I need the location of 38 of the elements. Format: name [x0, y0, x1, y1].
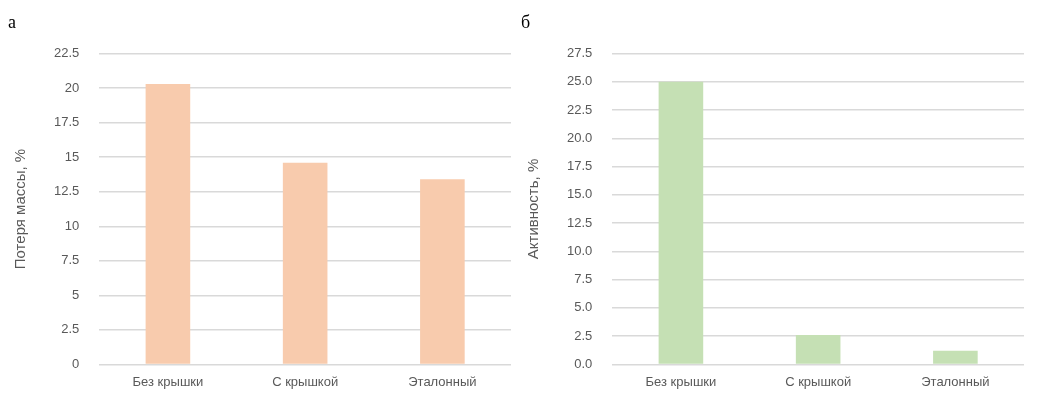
bar: [420, 179, 465, 364]
y-tick-label: 2.5: [574, 327, 593, 343]
bar: [282, 162, 328, 364]
y-tick-label: 20: [64, 79, 80, 95]
y-axis-title: Потеря массы, %: [11, 148, 29, 270]
x-tick-label: Без крышки: [132, 373, 204, 389]
x-tick-label: Без крышки: [645, 373, 717, 389]
y-tick-label: 5.0: [574, 299, 593, 315]
y-tick-label: 0.0: [574, 355, 593, 371]
bar: [933, 350, 978, 364]
y-tick-label: 22.5: [53, 45, 80, 61]
x-tick-label: Эталонный: [408, 373, 477, 389]
x-tick-label: С крышкой: [785, 373, 852, 389]
y-tick-label: 15: [64, 148, 80, 164]
y-tick-label: 0: [72, 355, 80, 371]
bar: [145, 83, 191, 364]
x-tick-label: Эталонный: [921, 373, 990, 389]
y-tick-label: 27.5: [566, 45, 593, 61]
y-tick-label: 17.5: [53, 114, 80, 130]
y-tick-label: 17.5: [566, 158, 593, 174]
y-tick-label: 12.5: [53, 183, 80, 199]
y-tick-label: 25.0: [566, 73, 593, 89]
y-tick-label: 2.5: [61, 321, 80, 337]
y-tick-label: 5: [72, 286, 80, 302]
y-tick-label: 10.0: [566, 242, 593, 258]
x-tick-label: С крышкой: [272, 373, 339, 389]
y-tick-label: 22.5: [566, 101, 593, 117]
y-tick-label: 10: [64, 217, 80, 233]
y-tick-label: 7.5: [61, 252, 80, 268]
bar: [795, 335, 841, 364]
bar: [658, 81, 704, 364]
y-tick-label: 20.0: [566, 129, 593, 145]
y-tick-label: 7.5: [574, 271, 593, 287]
chart-title: б: [521, 11, 531, 32]
chart-title: а: [8, 11, 16, 32]
y-tick-label: 12.5: [566, 214, 593, 230]
y-axis-title: Активность, %: [524, 158, 542, 260]
y-tick-label: 15.0: [566, 186, 593, 202]
